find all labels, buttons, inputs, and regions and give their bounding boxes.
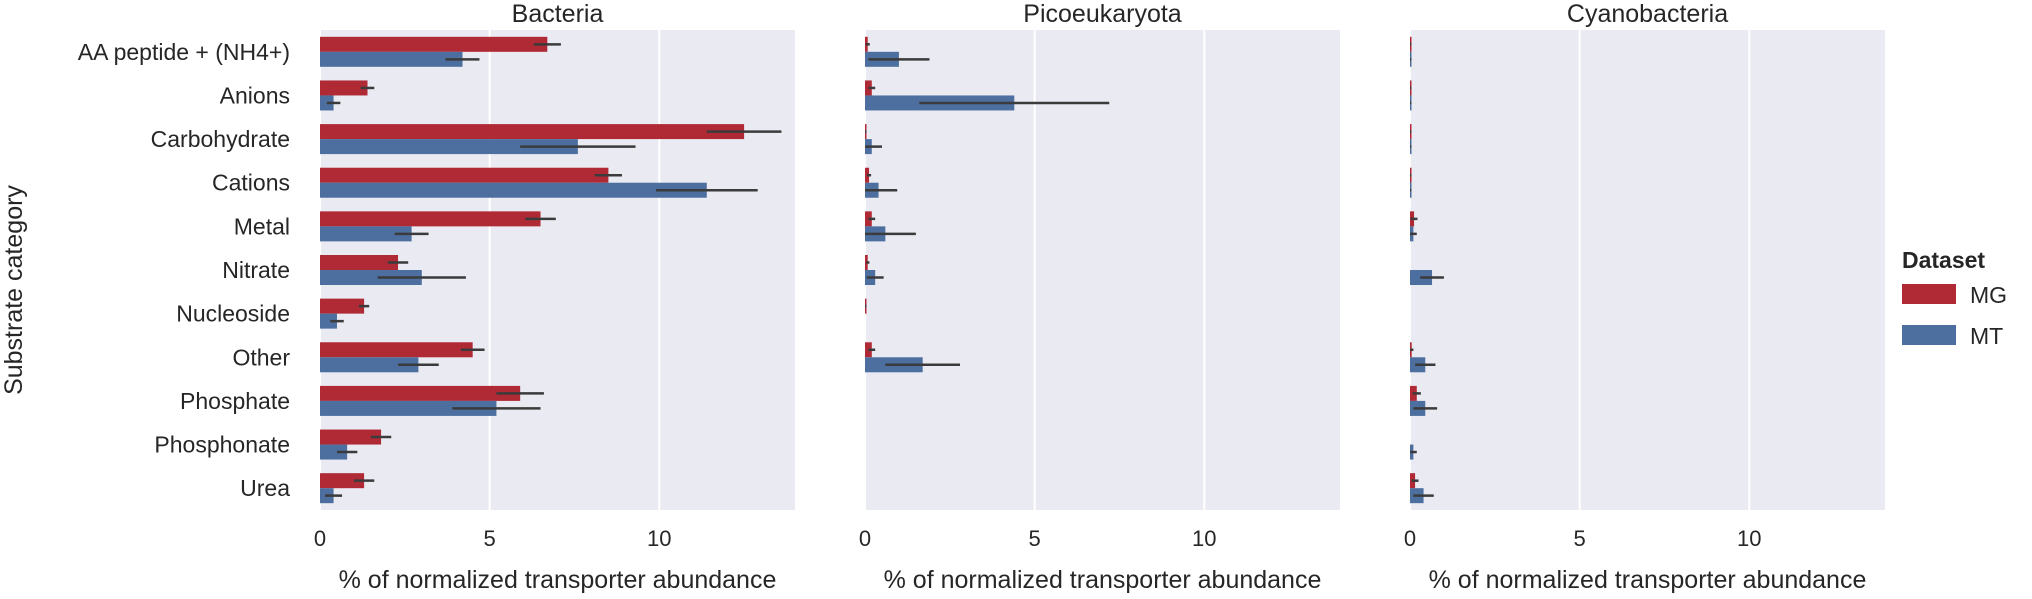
category-label: Other [232, 344, 290, 370]
x-tick-label: 10 [1737, 526, 1761, 551]
category-label: AA peptide + (NH4+) [78, 39, 290, 65]
bar-mg-phosphate [320, 385, 521, 401]
panel-title: Picoeukaryota [1023, 0, 1182, 28]
x-tick-label: 10 [1192, 526, 1216, 551]
panel-bacteria: 0 5 10 Bacteria % of normalized transporter … [78, 0, 795, 594]
legend-swatch-mt [1902, 325, 1956, 345]
category-label: Carbohydrate [151, 126, 290, 152]
bar-mg-anions [865, 80, 872, 96]
bar-mg-cations [320, 167, 609, 183]
category-label: Nucleoside [176, 301, 290, 327]
panel-cyanobacteria: 0 5 10 Cyanobacteria % of normalized transpo… [1404, 0, 1885, 594]
legend-title: Dataset [1902, 247, 1985, 273]
legend-label-mt: MT [1970, 323, 2003, 349]
bar-mt-cations [320, 182, 707, 198]
x-axis-label: % of normalized transporter abundance [339, 566, 777, 594]
y-axis-label: Substrate category [0, 185, 28, 395]
bar-mg-other [320, 342, 473, 358]
bar-mg-nitrate [320, 255, 399, 270]
panels: 0 5 10 Bacteria % of normalized transporter … [78, 0, 1885, 594]
bar-mt-aa-peptide-nh4 [320, 51, 463, 67]
x-tick-label: 5 [1574, 526, 1586, 551]
category-label: Phosphonate [154, 432, 290, 458]
bar-mt-phosphonate [320, 444, 348, 460]
x-axis-label: % of normalized transporter abundance [884, 566, 1322, 594]
category-label: Phosphate [180, 388, 290, 414]
x-tick-label: 5 [1029, 526, 1041, 551]
plot-area [1410, 30, 1885, 510]
bar-mt-phosphate [320, 400, 497, 416]
bar-mg-anions [320, 80, 368, 96]
category-label: Metal [234, 213, 290, 239]
x-tick-label: 10 [647, 526, 671, 551]
category-label: Urea [240, 475, 290, 501]
category-label: Nitrate [222, 257, 290, 283]
bar-mg-urea [320, 473, 365, 489]
x-tick-label: 0 [314, 526, 326, 551]
bar-mg-metal [865, 211, 872, 227]
category-label: Anions [220, 82, 290, 108]
category-label: Cations [212, 170, 290, 196]
legend: Dataset MG MT [1902, 247, 2007, 349]
bar-mt-other [320, 357, 419, 373]
panel-picoeukaryota: 0 5 10 Picoeukaryota % of normalized transpo… [859, 0, 1340, 594]
bar-mt-metal [320, 226, 412, 242]
x-tick-label: 5 [484, 526, 496, 551]
bar-mt-carbohydrate [320, 139, 578, 155]
x-tick-label: 0 [859, 526, 871, 551]
bar-mg-carbohydrate [320, 124, 745, 140]
bar-mt-nitrate [320, 270, 422, 285]
bar-mg-metal [320, 211, 541, 227]
bar-mg-nucleoside [320, 298, 365, 314]
legend-label-mg: MG [1970, 282, 2007, 308]
bar-mt-nucleoside [320, 313, 337, 329]
legend-swatch-mg [1902, 284, 1956, 304]
panel-title: Bacteria [512, 0, 604, 28]
bar-mg-other [865, 342, 872, 358]
x-axis-label: % of normalized transporter abundance [1429, 566, 1867, 594]
bar-mg-aa-peptide-nh4 [320, 36, 548, 52]
panel-title: Cyanobacteria [1567, 0, 1728, 28]
x-tick-label: 0 [1404, 526, 1416, 551]
bar-mg-phosphonate [320, 429, 382, 445]
